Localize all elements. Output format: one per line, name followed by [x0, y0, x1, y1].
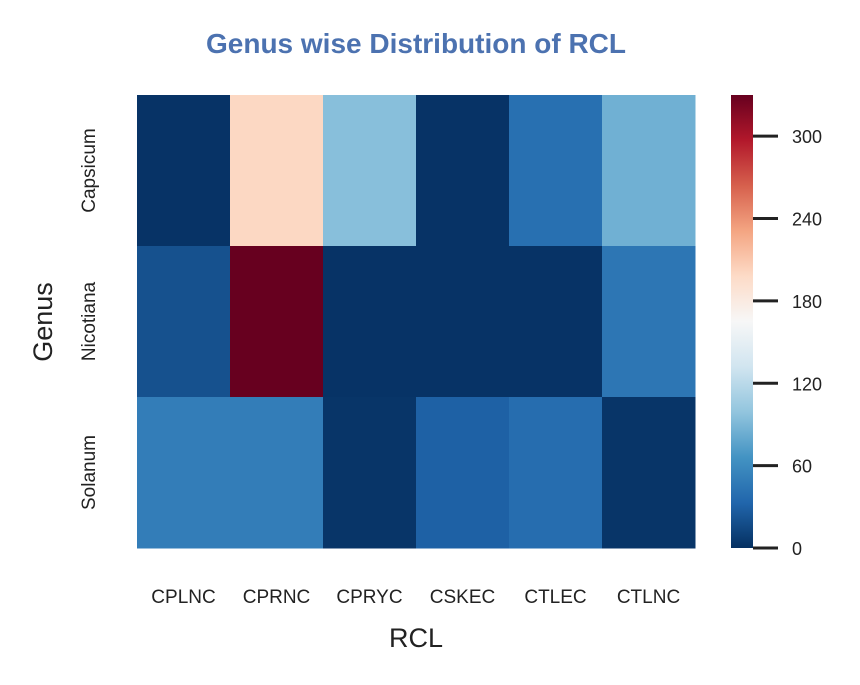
heatmap-cell	[509, 95, 603, 247]
x-tick-label: CPLNC	[151, 587, 215, 608]
x-axis-title: RCL	[389, 623, 443, 653]
colorbar-ticks: 0 60 120 180 240 300	[753, 127, 822, 559]
heatmap-cell	[602, 397, 696, 549]
x-tick-labels: CPLNC CPRNC CPRYC CSKEC CTLEC CTLNC	[151, 587, 680, 608]
y-tick-labels: Capsicum Nicotiana Solanum	[79, 128, 100, 510]
heatmap-cell	[137, 397, 231, 549]
colorbar-tick-label: 120	[792, 374, 822, 394]
heatmap-cells	[137, 95, 696, 549]
heatmap-cell	[323, 397, 417, 549]
heatmap-cell	[323, 246, 417, 398]
chart-title: Genus wise Distribution of RCL	[206, 28, 626, 59]
heatmap-cell	[230, 246, 324, 398]
heatmap-cell	[509, 397, 603, 549]
y-tick-label: Capsicum	[79, 128, 100, 212]
heatmap-cell	[416, 397, 510, 549]
x-tick-label: CTLEC	[524, 587, 586, 608]
y-tick-label: Solanum	[79, 435, 100, 510]
y-axis-title: Genus	[28, 282, 58, 362]
colorbar-tick-label: 300	[792, 127, 822, 147]
y-tick-label: Nicotiana	[79, 281, 100, 361]
heatmap-cell	[602, 95, 696, 247]
colorbar-tick-label: 240	[792, 210, 822, 230]
heatmap-cell	[230, 95, 324, 247]
x-tick-label: CTLNC	[617, 587, 680, 608]
heatmap-cell	[509, 246, 603, 398]
heatmap-cell	[416, 246, 510, 398]
heatmap-cell	[230, 397, 324, 549]
x-tick-label: CSKEC	[430, 587, 495, 608]
heatmap-cell	[416, 95, 510, 247]
heatmap-cell	[137, 246, 231, 398]
x-tick-label: CPRNC	[243, 587, 311, 608]
heatmap-cell	[323, 95, 417, 247]
heatmap-cell	[137, 95, 231, 247]
heatmap-cell	[602, 246, 696, 398]
colorbar-tick-label: 60	[792, 457, 812, 477]
x-tick-label: CPRYC	[336, 587, 402, 608]
colorbar	[731, 95, 753, 548]
colorbar-tick-label: 180	[792, 292, 822, 312]
colorbar-tick-label: 0	[792, 539, 802, 559]
